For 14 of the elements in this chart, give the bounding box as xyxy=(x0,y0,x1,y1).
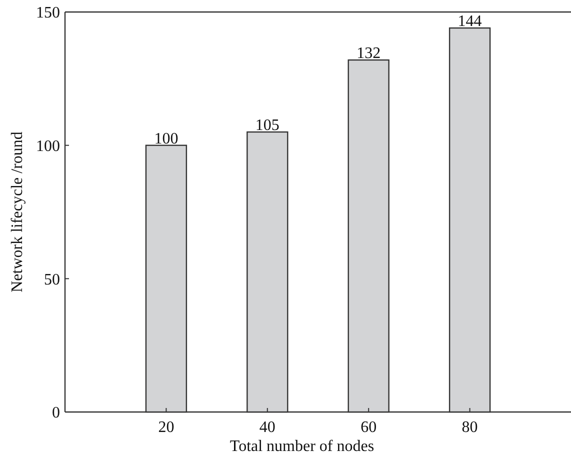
data-label: 144 xyxy=(458,13,482,30)
x-tick-label: 60 xyxy=(360,419,377,436)
data-label: 100 xyxy=(154,130,178,148)
y-tick-label: 100 xyxy=(36,138,60,155)
y-tick-label: 50 xyxy=(44,271,60,288)
y-tick-label: 150 xyxy=(36,4,60,22)
y-tick-label: 0 xyxy=(52,404,60,422)
data-label: 132 xyxy=(356,45,381,62)
y-axis-title: Network lifecycle /round xyxy=(9,132,26,292)
x-tick-label: 80 xyxy=(462,419,478,436)
x-axis-title: Total number of nodes xyxy=(230,438,374,455)
x-tick-label: 40 xyxy=(259,419,276,436)
data-label: 105 xyxy=(255,117,280,134)
x-tick-label: 20 xyxy=(158,419,174,436)
